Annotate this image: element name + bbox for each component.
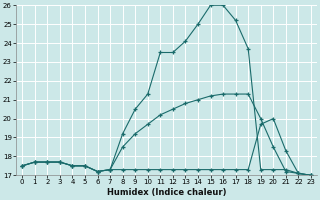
X-axis label: Humidex (Indice chaleur): Humidex (Indice chaleur) <box>107 188 226 197</box>
